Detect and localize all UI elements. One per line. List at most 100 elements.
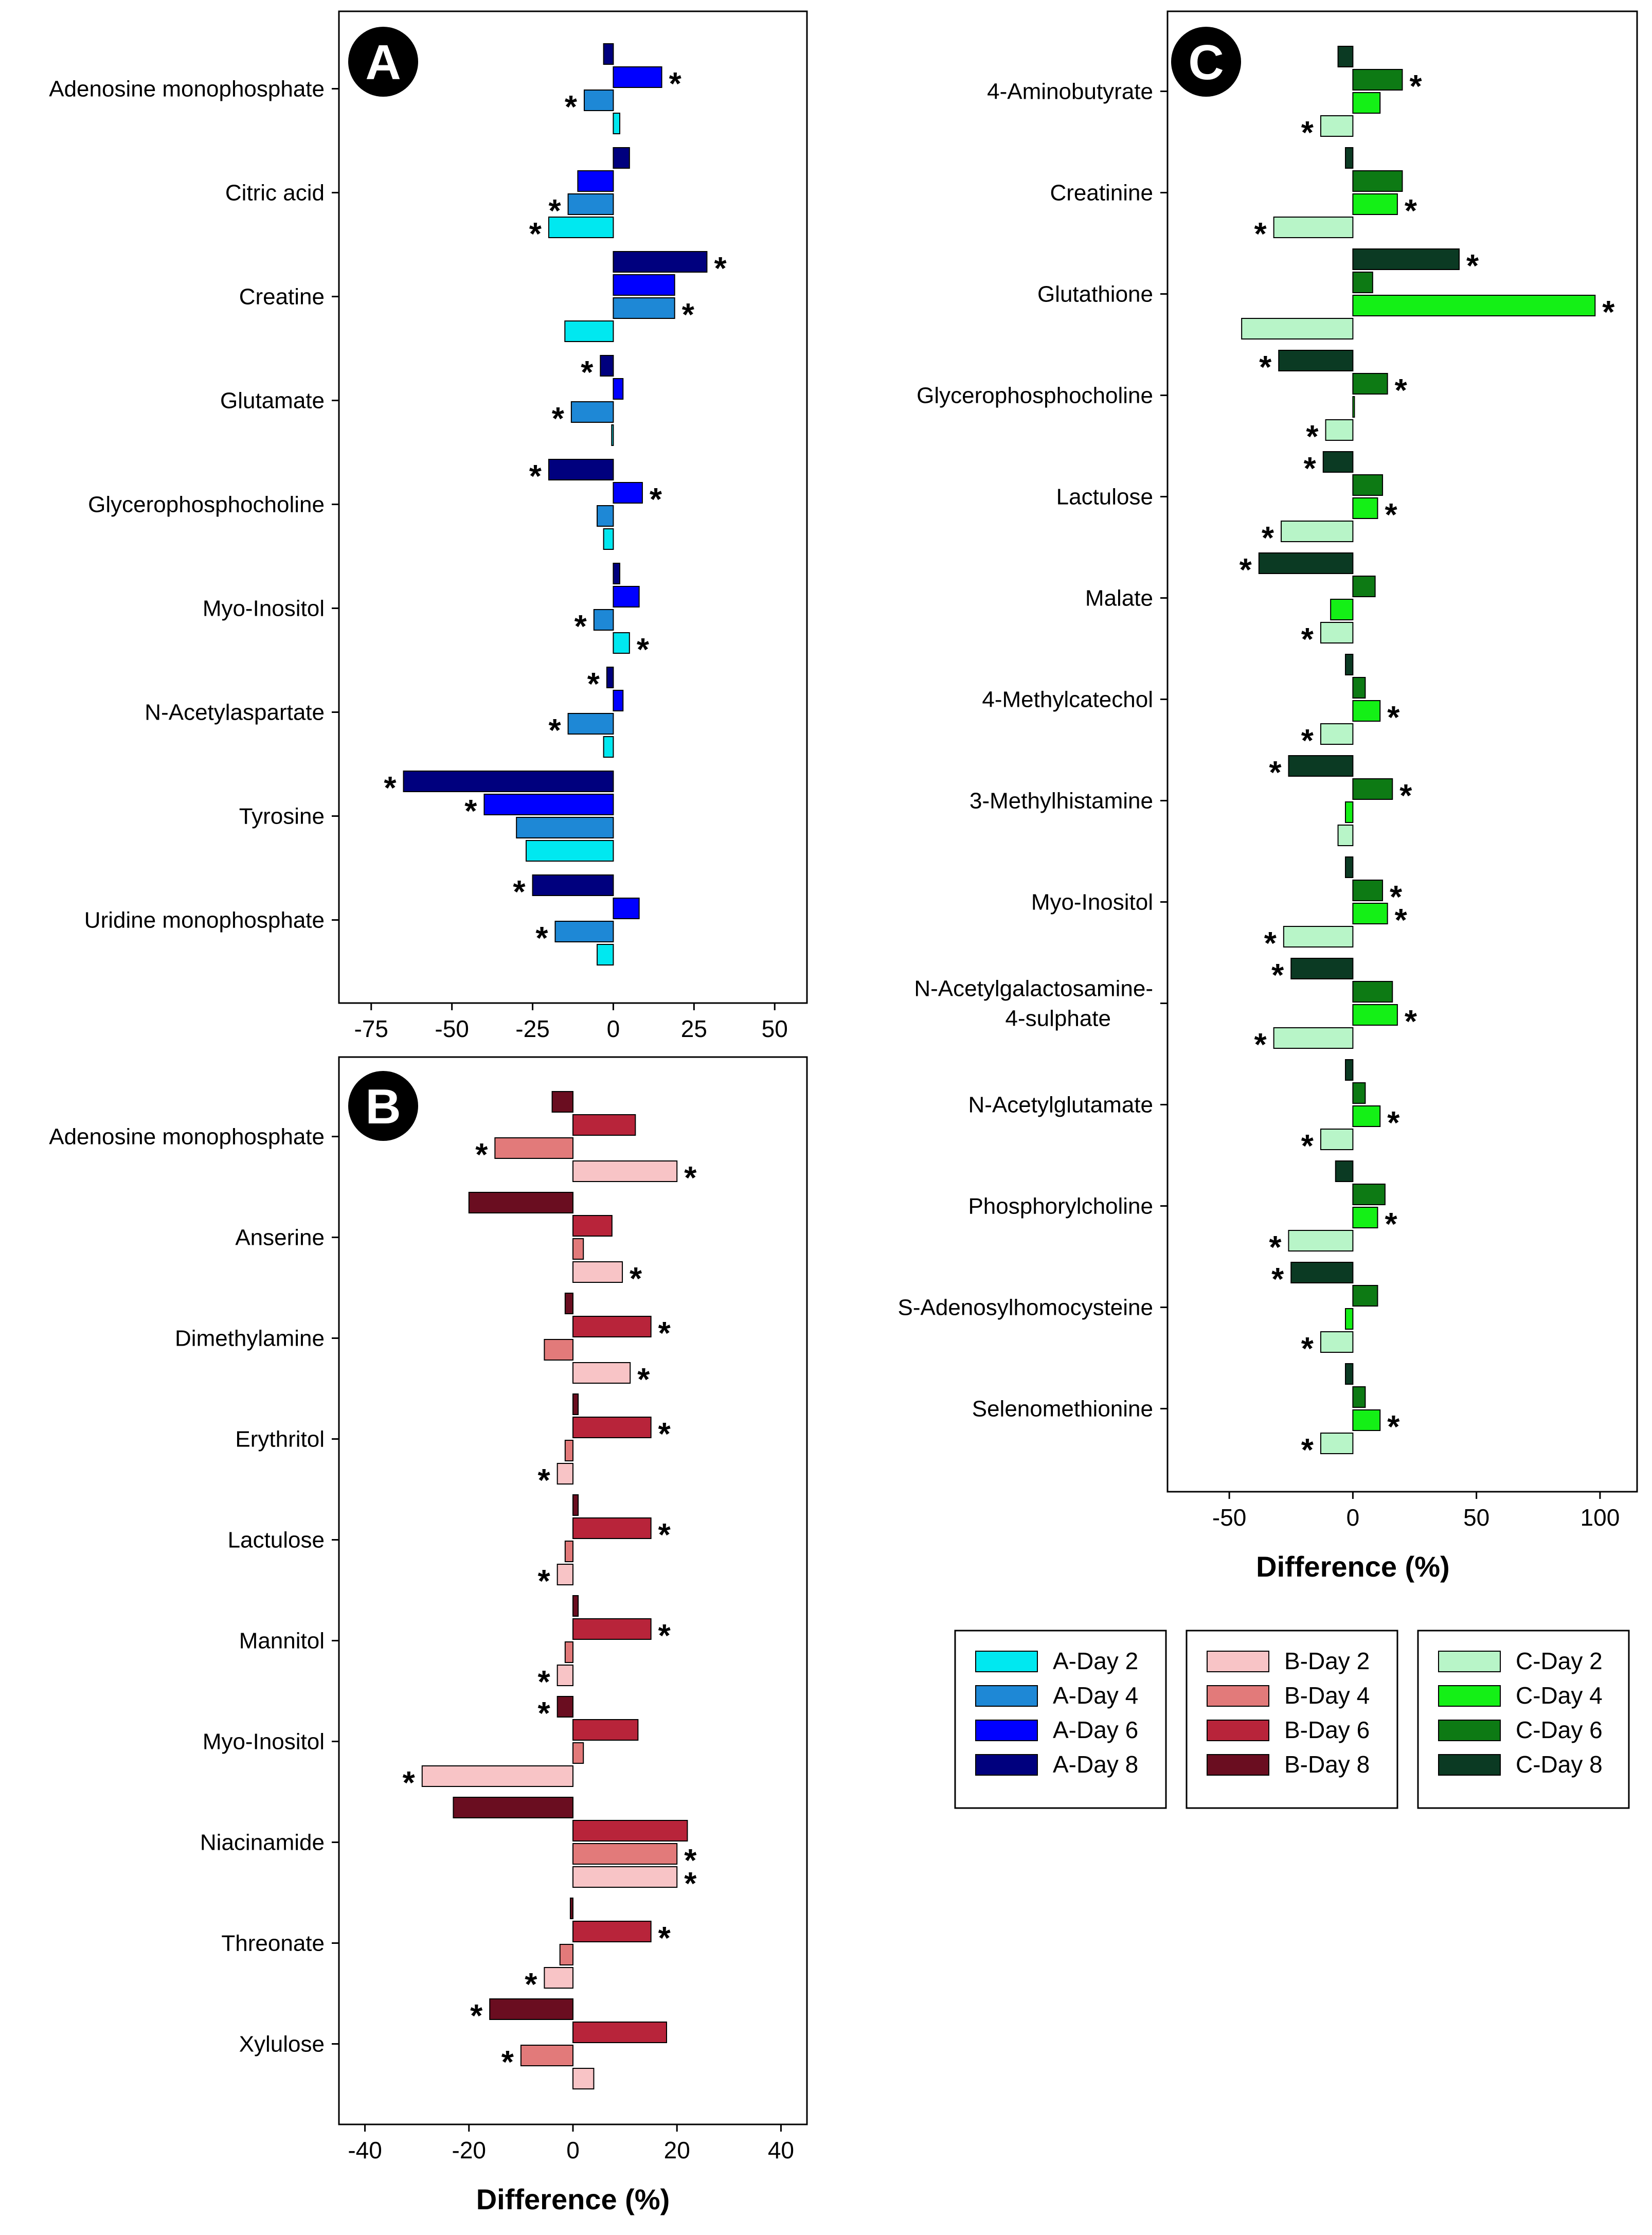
bar-a-day-2: [613, 113, 620, 134]
legend-swatch: [975, 1720, 1038, 1741]
bar-c-day-8: [1322, 451, 1354, 473]
significance-star: *: [535, 921, 548, 956]
legend-label: A-Day 4: [1053, 1682, 1138, 1709]
bar-b-day-6: [572, 1114, 636, 1136]
bar-b-day-8: [468, 1192, 573, 1213]
significance-star: *: [1466, 248, 1479, 284]
bar-c-day-4: [1352, 193, 1398, 215]
panel-b-category-label: Lactulose: [228, 1528, 325, 1553]
bar-b-day-4: [544, 1339, 574, 1361]
bar-c-day-2: [1320, 1331, 1354, 1353]
significance-star: *: [565, 90, 578, 125]
bar-c-day-8: [1337, 46, 1354, 67]
bar-a-day-6: [483, 794, 614, 815]
panel-b-category-label: Niacinamide: [200, 1830, 325, 1855]
significance-star: *: [548, 713, 561, 748]
bar-a-day-8: [603, 43, 614, 65]
significance-star: *: [1395, 903, 1408, 938]
bar-b-day-6: [572, 2022, 667, 2043]
significance-star: *: [1269, 1230, 1282, 1265]
significance-star: *: [529, 459, 542, 494]
bar-b-day-8: [569, 1898, 574, 1919]
significance-star: *: [1262, 521, 1274, 556]
bar-b-day-2: [556, 1463, 573, 1485]
bar-b-day-6: [572, 1417, 652, 1438]
significance-star: *: [1301, 115, 1314, 151]
bar-c-day-6: [1352, 69, 1403, 91]
significance-star: *: [684, 1160, 697, 1196]
panel-b-x-axis-title: Difference (%): [476, 2183, 670, 2215]
panel-c-category-label: S-Adenosylhomocysteine: [898, 1295, 1153, 1320]
bar-c-day-6: [1352, 1285, 1378, 1307]
bar-a-day-8: [613, 147, 630, 169]
panel-b-xtick-label: 0: [566, 2137, 580, 2164]
significance-star: *: [1301, 622, 1314, 657]
bar-c-day-2: [1325, 419, 1354, 441]
significance-star: *: [525, 1967, 537, 2002]
significance-star: *: [1399, 778, 1412, 814]
bar-a-day-6: [613, 898, 640, 919]
bar-a-day-8: [548, 459, 614, 480]
significance-star: *: [1306, 419, 1319, 455]
legend-label: C-Day 2: [1516, 1648, 1603, 1674]
bar-c-day-6: [1352, 1386, 1366, 1408]
bar-c-day-2: [1337, 825, 1354, 846]
significance-star: *: [682, 297, 695, 333]
significance-star: *: [1385, 1207, 1397, 1242]
legend-label: C-Day 4: [1516, 1682, 1603, 1709]
bar-a-day-8: [613, 251, 708, 273]
panel-b-category-label: Threonate: [221, 1931, 325, 1956]
bar-b-day-6: [572, 1618, 652, 1640]
panel-a-frame: [338, 10, 808, 1004]
bar-b-day-6: [572, 1517, 652, 1539]
bar-c-day-2: [1320, 1433, 1354, 1454]
significance-star: *: [658, 1517, 671, 1553]
panel-a-category-label: N-Acetylaspartate: [145, 700, 325, 725]
bar-c-day-4: [1352, 1004, 1398, 1026]
bar-a-day-4: [570, 401, 614, 423]
bar-c-day-4: [1352, 497, 1378, 519]
significance-star: *: [538, 1463, 551, 1498]
bar-b-day-8: [551, 1091, 573, 1113]
legend-swatch: [1438, 1651, 1501, 1672]
panel-a-badge: [348, 27, 418, 97]
significance-star: *: [384, 771, 397, 806]
panel-c-badge-label: C: [1188, 35, 1224, 90]
panel-a-category-label: Glutamate: [220, 388, 325, 414]
category-label-line: N-Acetylgalactosamine-: [914, 976, 1153, 1002]
legend-label: C-Day 6: [1516, 1717, 1603, 1743]
bar-c-day-6: [1352, 576, 1376, 597]
significance-star: *: [637, 632, 650, 668]
bar-b-day-6: [572, 1719, 639, 1741]
panel-c-category-label: Myo-Inositol: [1031, 890, 1153, 915]
bar-c-day-8: [1258, 552, 1354, 574]
panel-b-category-label: Erythritol: [235, 1427, 325, 1452]
bar-a-day-2: [603, 736, 614, 758]
significance-star: *: [574, 609, 587, 645]
significance-star: *: [1264, 926, 1277, 961]
bar-c-day-8: [1344, 1363, 1354, 1385]
bar-c-day-2: [1288, 1230, 1354, 1251]
bar-a-day-6: [577, 170, 614, 192]
significance-star: *: [1271, 958, 1284, 993]
significance-star: *: [464, 794, 477, 829]
bar-b-day-2: [572, 1160, 678, 1182]
significance-star: *: [1385, 497, 1397, 533]
bar-a-day-2: [564, 320, 614, 342]
bar-a-day-4: [567, 713, 614, 735]
panel-c-category-label: Creatinine: [1050, 181, 1153, 206]
bar-c-day-4: [1352, 92, 1381, 114]
bar-c-day-8: [1344, 1059, 1354, 1081]
bar-a-day-2: [613, 632, 630, 654]
panel-a-category-label: Myo-Inositol: [203, 596, 325, 621]
significance-star: *: [470, 1998, 483, 2034]
bar-c-day-2: [1283, 926, 1354, 947]
significance-star: *: [552, 401, 565, 437]
bar-c-day-8: [1344, 856, 1354, 878]
bar-a-day-6: [613, 378, 624, 400]
bar-b-day-8: [572, 1494, 579, 1516]
bar-b-day-8: [453, 1797, 574, 1818]
significance-star: *: [658, 1618, 671, 1654]
bar-a-day-2: [597, 944, 614, 965]
